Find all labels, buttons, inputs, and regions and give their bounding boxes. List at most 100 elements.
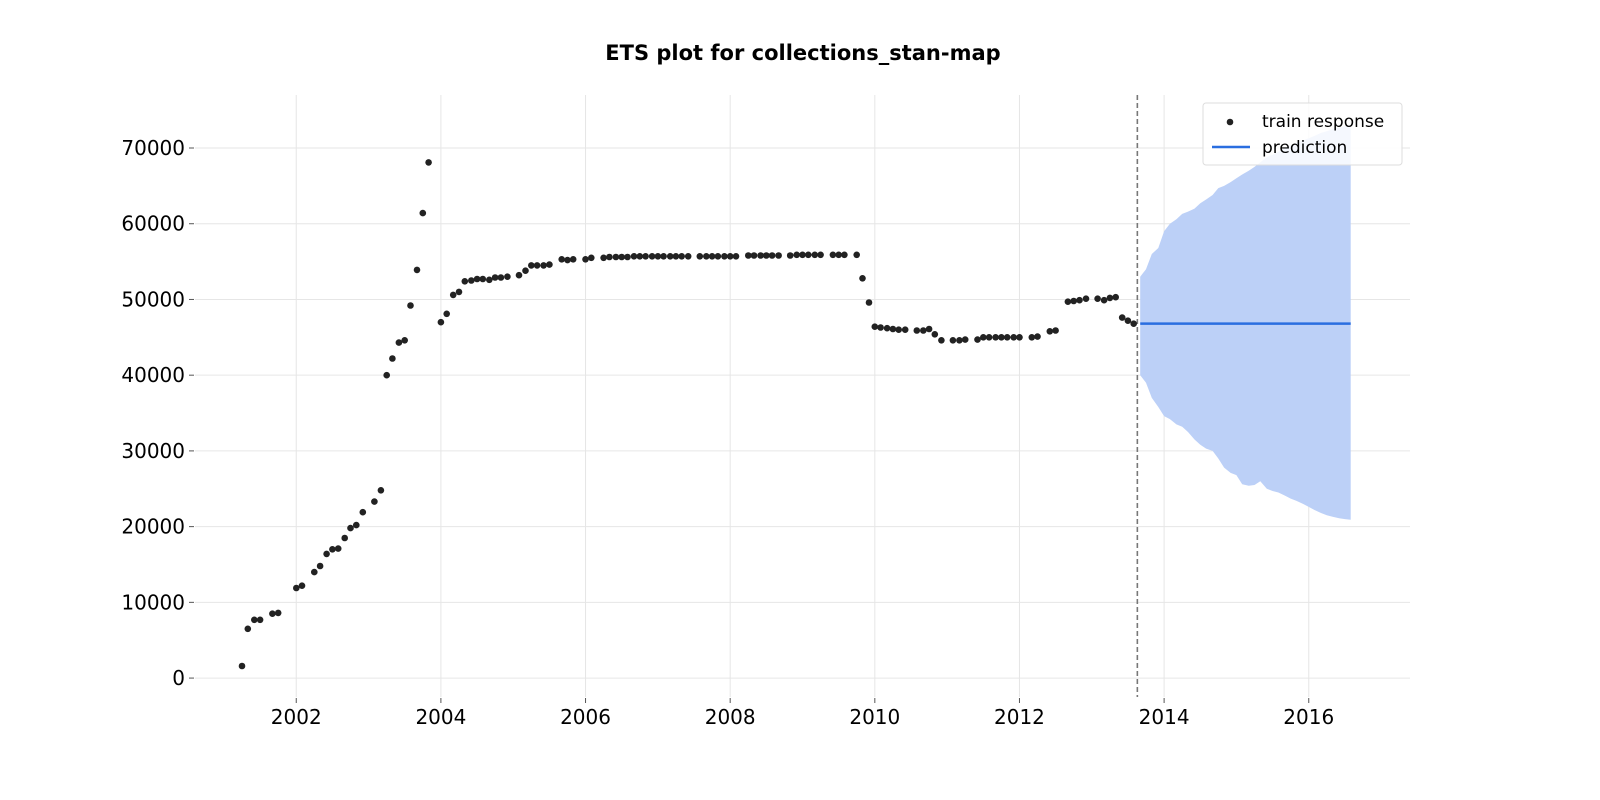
train-response-point (666, 252, 674, 260)
train-response-point (998, 334, 1005, 341)
train-response-point (316, 562, 324, 570)
train-response-point (871, 323, 879, 331)
train-response-point (636, 252, 644, 260)
train-response-point (1130, 320, 1137, 328)
grid (195, 95, 1410, 697)
train-response-point (684, 252, 692, 260)
train-response-point (256, 616, 264, 624)
train-response-point (1016, 334, 1023, 341)
train-response-point (835, 251, 842, 259)
train-response-point (708, 252, 716, 260)
train-response-point (329, 546, 336, 553)
train-response-point (696, 252, 704, 260)
train-response-point (1112, 293, 1119, 301)
train-response-point (799, 251, 806, 259)
train-response-point (1094, 295, 1101, 303)
train-response-point (829, 251, 837, 259)
train-response-point (491, 274, 499, 281)
train-response-point (558, 255, 565, 263)
train-response-point (425, 159, 432, 166)
train-response-point (540, 262, 547, 269)
train-response-point (630, 252, 638, 260)
train-response-point (1070, 297, 1077, 305)
train-response-point (497, 274, 505, 281)
y-tick-label: 60000 (121, 212, 185, 236)
y-tick-label: 30000 (121, 439, 185, 463)
train-response-point (443, 310, 451, 318)
train-response-point (461, 278, 469, 285)
train-response-point (642, 252, 649, 260)
train-response-point (703, 252, 710, 260)
train-response-point (1003, 334, 1011, 341)
train-response-point (401, 337, 409, 344)
train-response-point (449, 291, 457, 299)
train-response-point (1034, 333, 1041, 340)
train-response-point (353, 521, 360, 529)
legend-box (1202, 102, 1403, 166)
train-response-point (311, 568, 318, 576)
train-response-point (817, 251, 824, 259)
train-response-point (956, 337, 963, 344)
x-tick-label: 2008 (705, 705, 756, 729)
train-response-point (618, 253, 625, 261)
train-response-point (238, 662, 246, 670)
train-response-point (389, 355, 396, 362)
x-tick-label: 2010 (849, 705, 900, 729)
y-tick-label: 50000 (121, 287, 185, 311)
train-response-point (859, 275, 866, 282)
train-response-point (1082, 295, 1090, 303)
train-response-point (877, 324, 884, 331)
train-response-point (732, 252, 740, 260)
y-tick-label: 0 (172, 666, 185, 690)
train-response-point (672, 252, 680, 260)
train-response-point (528, 262, 535, 269)
legend-label-train-response: train response (1262, 112, 1384, 132)
train-response-point (323, 550, 330, 558)
train-response-point (293, 584, 300, 592)
train-response-point (486, 276, 493, 284)
train-response-point (726, 252, 734, 260)
train-response-point (901, 326, 909, 334)
legend: train response prediction (1202, 102, 1403, 166)
train-response-point (889, 325, 897, 333)
train-response-point (865, 299, 873, 306)
train-response-point (1106, 294, 1114, 302)
train-response-point (582, 255, 589, 263)
x-tick-label: 2006 (560, 705, 611, 729)
train-response-point (359, 508, 367, 516)
train-response-point (841, 251, 848, 259)
train-response-point (334, 545, 342, 552)
train-response-point (1124, 317, 1132, 325)
train-response-point (1118, 314, 1126, 321)
train-response-point (1064, 298, 1072, 306)
y-tick-label: 40000 (121, 363, 185, 387)
chart-title: ETS plot for collections_stan-map (605, 41, 1000, 65)
train-response-point (811, 251, 819, 259)
train-response-point (606, 253, 613, 261)
legend-label-prediction: prediction (1262, 138, 1347, 158)
train-response-point (750, 252, 758, 259)
train-response-point (895, 326, 902, 334)
train-response-points (238, 159, 1137, 670)
train-response-point (298, 582, 306, 589)
train-response-point (853, 251, 860, 259)
train-response-point (274, 609, 282, 617)
train-response-point (1052, 327, 1059, 334)
train-response-point (371, 498, 378, 505)
train-response-point (564, 256, 571, 264)
train-response-point (479, 275, 487, 283)
train-response-point (455, 288, 463, 296)
train-response-point (1010, 334, 1017, 341)
train-response-point (757, 252, 764, 259)
train-response-point (347, 524, 354, 532)
train-response-point (974, 336, 981, 343)
train-response-point (961, 336, 969, 343)
train-response-point (437, 318, 445, 326)
train-response-point (1028, 334, 1036, 341)
train-response-point (413, 266, 421, 274)
train-response-point (244, 625, 252, 633)
train-response-point (920, 327, 927, 334)
train-response-point (678, 252, 685, 260)
train-response-point (985, 334, 993, 341)
train-response-point (883, 324, 891, 332)
